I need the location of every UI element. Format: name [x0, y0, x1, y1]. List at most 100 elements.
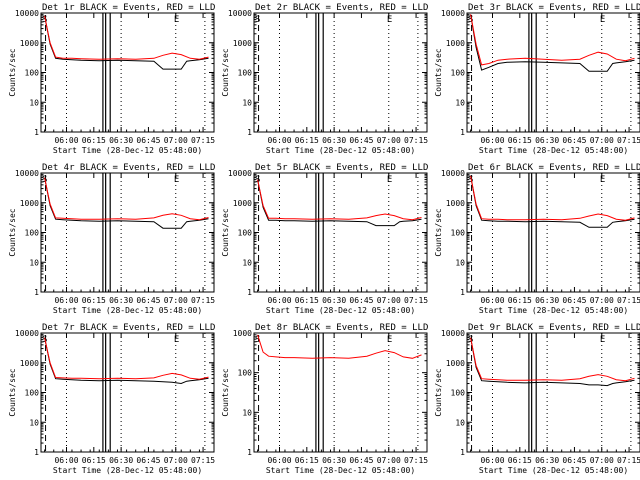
y-tick-label: 10 [242, 98, 252, 107]
x-tick-label: 06:00 [54, 456, 78, 465]
y-tick-label: 1000 [446, 39, 465, 48]
y-axis-label: Counts/sec [434, 48, 443, 96]
y-tick-label: 100 [451, 69, 466, 78]
x-tick-label: 06:30 [109, 456, 133, 465]
y-tick-label: 10000 [441, 169, 465, 178]
plot-frame [40, 12, 215, 133]
x-tick-label: 07:15 [617, 456, 640, 465]
end-marker: E [174, 15, 179, 25]
y-axis-label: Counts/sec [8, 48, 17, 96]
lld-series-line [470, 14, 635, 66]
x-axis-label: Start Time (28-Dec-12 05:48:00) [53, 466, 202, 475]
y-tick-label: 10000 [228, 169, 252, 178]
x-axis-label: Start Time (28-Dec-12 05:48:00) [53, 306, 202, 315]
y-tick-label: 10 [455, 258, 465, 267]
chart-title: Det 2r BLACK = Events, RED = LLD [255, 3, 428, 13]
y-tick-label: 10000 [15, 9, 39, 18]
end-marker: E [387, 335, 392, 345]
lld-series-line [257, 179, 422, 221]
chart-panel: Det 3r BLACK = Events, RED = LLD 1 10 100 10… [434, 3, 640, 155]
x-tick-label: 07:00 [164, 456, 188, 465]
x-tick-label: 06:15 [295, 136, 319, 145]
x-tick-label: 06:15 [508, 456, 532, 465]
y-tick-label: 10 [29, 258, 39, 267]
y-tick-label: 100 [25, 229, 40, 238]
y-axis-label: Counts/sec [221, 48, 230, 96]
x-tick-label: 06:45 [136, 456, 160, 465]
x-tick-label: 06:45 [136, 136, 160, 145]
y-tick-label: 1000 [233, 199, 252, 208]
x-tick-label: 06:45 [562, 296, 586, 305]
start-marker: S [255, 335, 260, 345]
y-tick-label: 1 [34, 128, 39, 137]
y-tick-label: 10000 [441, 9, 465, 18]
x-tick-label: 07:00 [164, 296, 188, 305]
x-tick-label: 07:15 [404, 456, 428, 465]
events-series-line [44, 15, 209, 70]
plot-frame [253, 332, 428, 453]
chart-title: Det 9r BLACK = Events, RED = LLD [468, 323, 640, 333]
y-tick-label: 10 [455, 98, 465, 107]
x-tick-label: 06:45 [349, 136, 373, 145]
y-axis-label: Counts/sec [221, 368, 230, 416]
x-tick-label: 07:00 [377, 136, 401, 145]
x-tick-label: 07:15 [191, 456, 215, 465]
lld-series-line [257, 334, 422, 359]
y-tick-label: 10 [455, 418, 465, 427]
chart-title: Det 1r BLACK = Events, RED = LLD [42, 3, 215, 13]
y-tick-label: 10 [29, 418, 39, 427]
lld-series-line [470, 175, 635, 221]
lld-series-line [44, 337, 209, 380]
y-tick-label: 10000 [15, 329, 39, 338]
chart-panel: Det 8r BLACK = Events, RED = LLD 1 10 100 10… [221, 323, 428, 475]
events-series-line [257, 179, 422, 227]
chart-title: Det 7r BLACK = Events, RED = LLD [42, 323, 215, 333]
y-tick-label: 1000 [446, 199, 465, 208]
lld-series-line [44, 15, 209, 60]
chart-panel: Det 7r BLACK = Events, RED = LLD 1 10 100 10… [8, 323, 215, 475]
x-tick-label: 06:15 [508, 296, 532, 305]
chart-panel: Det 2r BLACK = Events, RED = LLD 1 10 100 10… [221, 3, 428, 155]
y-tick-label: 1 [247, 448, 252, 457]
y-tick-label: 1 [460, 288, 465, 297]
y-tick-label: 1 [460, 128, 465, 137]
events-series-line [470, 14, 635, 72]
start-marker: S [42, 15, 47, 25]
x-tick-label: 06:15 [508, 136, 532, 145]
start-marker: S [255, 15, 260, 25]
y-axis-label: Counts/sec [434, 208, 443, 256]
chart-title: Det 3r BLACK = Events, RED = LLD [468, 3, 640, 13]
x-tick-label: 06:00 [480, 296, 504, 305]
x-tick-label: 07:15 [191, 296, 215, 305]
x-tick-label: 06:15 [295, 296, 319, 305]
x-tick-label: 06:15 [82, 136, 106, 145]
x-tick-label: 06:15 [82, 456, 106, 465]
y-tick-label: 1 [34, 448, 39, 457]
y-tick-label: 1 [460, 448, 465, 457]
y-tick-label: 100 [451, 389, 466, 398]
x-tick-label: 07:15 [191, 136, 215, 145]
end-marker: E [600, 175, 605, 185]
x-tick-label: 06:45 [562, 456, 586, 465]
x-axis-label: Start Time (28-Dec-12 05:48:00) [479, 466, 628, 475]
y-tick-label: 10000 [441, 329, 465, 338]
x-tick-label: 06:15 [295, 456, 319, 465]
chart-title: Det 6r BLACK = Events, RED = LLD [468, 163, 640, 173]
x-axis-label: Start Time (28-Dec-12 05:48:00) [266, 146, 415, 155]
y-tick-label: 100 [451, 229, 466, 238]
y-tick-label: 1000 [20, 359, 39, 368]
x-tick-label: 06:30 [535, 456, 559, 465]
x-tick-label: 07:15 [404, 136, 428, 145]
lld-series-line [44, 177, 209, 221]
y-tick-label: 10 [242, 258, 252, 267]
x-tick-label: 07:00 [377, 456, 401, 465]
y-tick-label: 1000 [233, 39, 252, 48]
y-tick-label: 10 [242, 408, 252, 417]
y-tick-label: 10000 [228, 9, 252, 18]
plot-frame [466, 12, 640, 133]
plot-frame [40, 172, 215, 293]
plot-frame [466, 332, 640, 453]
y-tick-label: 100 [238, 69, 253, 78]
y-tick-label: 10 [29, 98, 39, 107]
events-series-line [44, 337, 209, 385]
